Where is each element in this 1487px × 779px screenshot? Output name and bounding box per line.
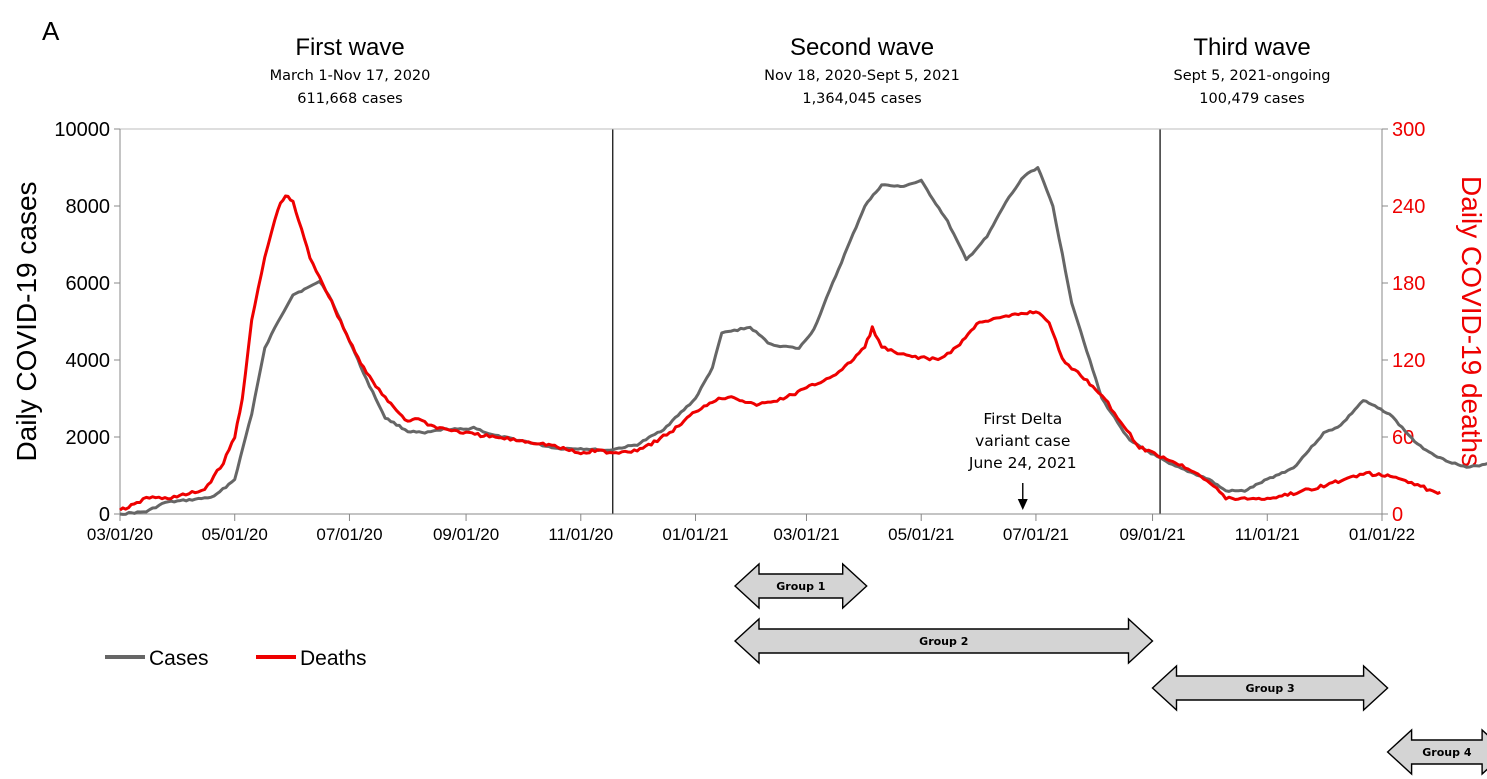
y-axis-left-title: Daily COVID-19 cases [11, 181, 42, 461]
y-right-tick-label: 180 [1392, 273, 1425, 295]
wave-cases: 100,479 cases [1199, 91, 1304, 107]
group-arrows: Group 1 Group 2 Group 3 Group 4 [733, 562, 1487, 776]
annotation-text: variant case [975, 432, 1070, 450]
plot-area [119, 128, 1383, 515]
y-right-tick-label: 120 [1392, 350, 1425, 372]
x-tick-label: 05/01/20 [202, 525, 268, 544]
group-label: Group 3 [1245, 682, 1294, 695]
x-tick-label: 07/01/20 [316, 525, 382, 544]
y-right-tick-label: 60 [1392, 427, 1414, 449]
x-tick-label: 01/01/21 [662, 525, 728, 544]
wave-cases: 1,364,045 cases [802, 91, 921, 107]
group-label: Group 1 [776, 580, 825, 593]
group-label: Group 2 [919, 635, 968, 648]
group-arrow [1386, 728, 1487, 776]
wave-dates: March 1-Nov 17, 2020 [270, 68, 431, 84]
wave-dates: Nov 18, 2020-Sept 5, 2021 [764, 68, 960, 84]
panel-label: A [42, 16, 60, 46]
delta-annotation: First Delta variant case June 24, 2021 [968, 410, 1077, 510]
y-right-tick-label: 0 [1392, 504, 1403, 526]
series-line-deaths [119, 194, 1441, 512]
group-arrow [733, 617, 1154, 665]
x-tick-label: 11/01/20 [548, 525, 613, 544]
x-tick-label: 09/01/21 [1119, 525, 1185, 544]
wave-cases: 611,668 cases [297, 91, 402, 107]
legend: Cases Deaths [105, 647, 367, 670]
wave-title: Second wave [790, 34, 934, 61]
x-tick-label: 05/01/21 [888, 525, 954, 544]
annotation-arrow-head [1017, 499, 1028, 510]
group-arrow [733, 562, 868, 610]
x-tick-label: 09/01/20 [433, 525, 499, 544]
legend-label-cases: Cases [149, 647, 209, 670]
y-left-tick-label: 8000 [66, 196, 111, 218]
annotation-text: First Delta [983, 410, 1062, 428]
group-arrow [1151, 664, 1389, 712]
y-left-tick-label: 10000 [54, 119, 110, 141]
y-axis-right-title: Daily COVID-19 deaths [1456, 176, 1487, 467]
wave-title: Third wave [1193, 34, 1310, 61]
wave-title: First wave [295, 34, 404, 61]
wave-dates: Sept 5, 2021-ongoing [1173, 68, 1330, 84]
y-left-tick-label: 0 [99, 504, 110, 526]
legend-label-deaths: Deaths [300, 647, 367, 670]
series-lines [119, 166, 1487, 516]
x-tick-label: 11/01/21 [1235, 525, 1300, 544]
axes: 0 2000 4000 6000 8000 10000 0 60 120 180 240 300 03/… [11, 119, 1487, 544]
wave-headers: First wave March 1-Nov 17, 2020 611,668 ca… [270, 34, 1331, 107]
y-left-tick-label: 2000 [66, 427, 111, 449]
series-line-cases [119, 166, 1487, 516]
annotation-text: June 24, 2021 [968, 454, 1077, 472]
x-tick-label: 07/01/21 [1003, 525, 1069, 544]
x-tick-label: 01/01/22 [1349, 525, 1415, 544]
group-label: Group 4 [1422, 746, 1472, 759]
x-tick-label: 03/01/20 [87, 525, 153, 544]
y-left-tick-label: 4000 [66, 350, 111, 372]
y-right-tick-label: 240 [1392, 196, 1425, 218]
y-left-tick-label: 6000 [66, 273, 111, 295]
y-right-tick-label: 300 [1392, 119, 1425, 141]
x-tick-label: 03/01/21 [773, 525, 839, 544]
